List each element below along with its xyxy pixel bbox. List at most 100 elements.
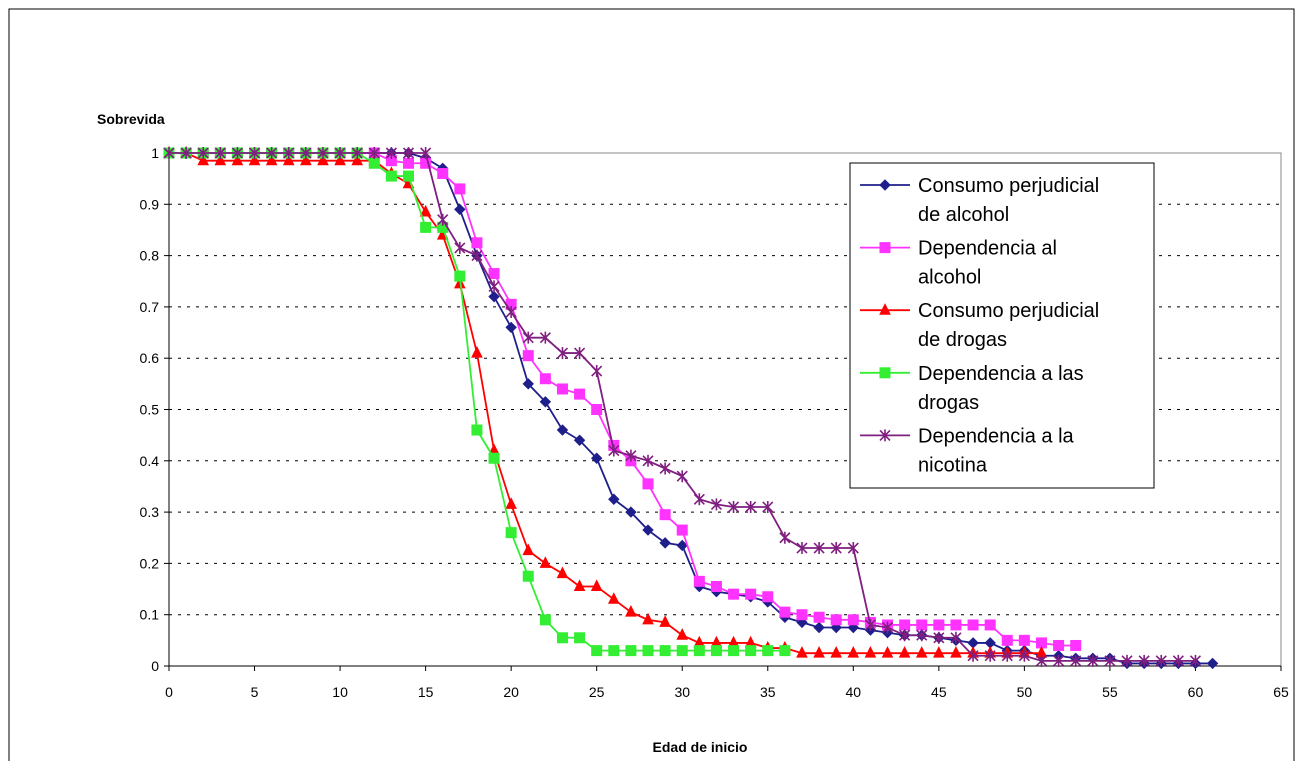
- data-point: [556, 632, 568, 644]
- data-point: [676, 470, 688, 483]
- data-point: [813, 542, 825, 555]
- data-point: [556, 424, 569, 436]
- data-point: [847, 542, 859, 555]
- data-point: [642, 524, 654, 536]
- data-point: [197, 147, 209, 159]
- data-point: [1018, 649, 1030, 662]
- x-tick-label: 45: [931, 684, 947, 700]
- data-point: [591, 404, 603, 415]
- data-point: [591, 365, 603, 378]
- data-point: [881, 646, 894, 658]
- data-point: [659, 462, 671, 475]
- data-point: [847, 646, 860, 658]
- data-point: [779, 531, 791, 544]
- y-tick-label: 0.6: [140, 350, 160, 366]
- data-point: [933, 619, 945, 631]
- data-point: [454, 203, 466, 216]
- series-layer: [163, 145, 1219, 670]
- x-tick-label: 30: [674, 684, 690, 700]
- data-point: [1070, 654, 1082, 667]
- y-tick-label: 0.2: [140, 555, 160, 571]
- legend-label: Dependencia a las drogas: [918, 363, 1084, 414]
- data-point: [522, 331, 534, 344]
- data-point: [590, 579, 603, 591]
- y-tick-label: 0.9: [140, 196, 160, 212]
- data-point: [539, 556, 552, 568]
- legend-swatch-marker: [879, 303, 891, 315]
- y-tick-label: 0.5: [140, 402, 160, 418]
- axes: 00.10.20.30.40.50.60.70.80.910 5 10 15 20 25 3…: [140, 145, 1289, 700]
- data-point: [950, 646, 962, 658]
- data-point: [505, 306, 517, 319]
- data-point: [317, 153, 329, 166]
- data-point: [471, 237, 483, 249]
- data-point: [916, 629, 928, 642]
- data-point: [574, 388, 586, 400]
- data-point: [659, 509, 671, 521]
- data-point: [214, 153, 227, 166]
- data-point: [625, 645, 637, 657]
- data-point: [283, 147, 295, 159]
- data-point: [1053, 639, 1065, 651]
- y-axis-label: Sobrevida: [97, 111, 165, 127]
- data-point: [282, 153, 295, 166]
- data-point: [625, 605, 637, 617]
- data-point: [591, 645, 603, 657]
- x-tick-label: 50: [1017, 684, 1033, 700]
- data-point: [403, 157, 415, 169]
- data-point: [265, 153, 278, 166]
- data-point: [642, 454, 654, 467]
- data-point: [813, 611, 825, 623]
- data-point: [659, 645, 671, 657]
- data-point: [659, 537, 671, 549]
- data-point: [796, 542, 808, 555]
- data-point: [488, 268, 500, 280]
- data-point: [727, 500, 740, 513]
- data-point: [745, 588, 757, 600]
- legend-swatch-marker: [879, 367, 891, 379]
- data-point: [1035, 654, 1048, 667]
- data-point: [625, 506, 637, 518]
- data-point: [300, 147, 312, 159]
- data-point: [676, 524, 688, 536]
- data-point: [471, 424, 483, 436]
- data-point: [693, 645, 705, 657]
- data-point: [539, 614, 551, 626]
- data-point: [539, 373, 551, 385]
- data-point: [710, 498, 723, 511]
- data-point: [351, 153, 363, 166]
- x-tick-label: 60: [1188, 684, 1204, 700]
- data-point: [864, 618, 876, 631]
- data-point: [1172, 654, 1184, 667]
- data-point: [454, 241, 466, 254]
- data-point: [214, 147, 226, 159]
- data-point: [368, 157, 380, 169]
- x-tick-label: 40: [846, 684, 862, 700]
- legend-swatch-marker: [879, 179, 891, 191]
- data-point: [693, 575, 705, 587]
- data-point: [608, 645, 620, 657]
- data-point: [984, 649, 996, 662]
- data-point: [1001, 649, 1013, 662]
- data-point: [1138, 654, 1150, 667]
- data-point: [830, 614, 842, 626]
- data-point: [317, 147, 329, 159]
- data-point: [745, 645, 757, 657]
- x-tick-label: 15: [418, 684, 434, 700]
- data-point: [796, 646, 808, 658]
- x-tick-label: 25: [589, 684, 605, 700]
- legend-entry: Dependencia a las drogas: [860, 363, 1084, 414]
- data-point: [539, 396, 552, 408]
- data-point: [437, 213, 449, 226]
- data-point: [574, 632, 586, 644]
- data-point: [745, 500, 757, 513]
- data-point: [351, 147, 363, 159]
- data-point: [1104, 654, 1116, 667]
- data-point: [864, 646, 877, 658]
- data-point: [676, 628, 689, 640]
- legend-entry: Consumo perjudicial de alcohol: [860, 175, 1099, 226]
- data-point: [915, 646, 928, 658]
- data-point: [385, 170, 397, 182]
- y-tick-label: 0.4: [140, 453, 160, 469]
